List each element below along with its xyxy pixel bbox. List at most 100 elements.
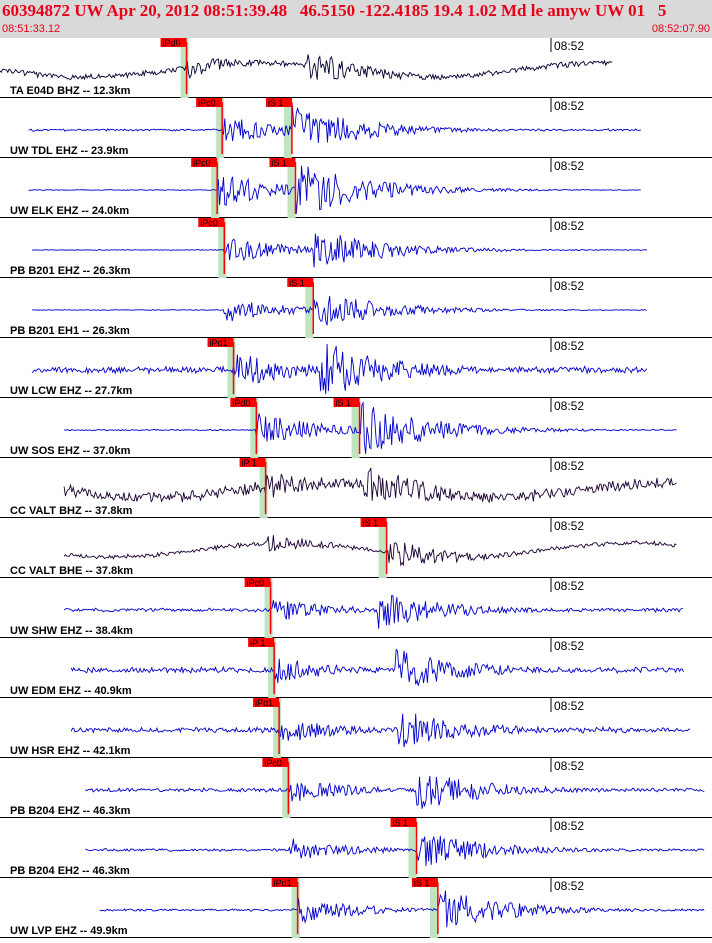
station-label: UW TDL EHZ -- 23.9km bbox=[10, 145, 129, 157]
p-pick-flag[interactable] bbox=[198, 218, 225, 227]
s-pick-label: iS 1 bbox=[393, 818, 409, 828]
s-pick-flag[interactable] bbox=[360, 518, 387, 527]
minute-tick-label: 08:52 bbox=[554, 639, 584, 653]
p-pick-flag[interactable] bbox=[244, 578, 271, 587]
minute-tick-label: 08:52 bbox=[554, 159, 584, 173]
p-pick-label: iPd1 bbox=[274, 878, 292, 888]
p-window-band bbox=[211, 158, 220, 218]
p-window-band bbox=[273, 698, 282, 758]
event-header: 60394872 UW Apr 20, 2012 08:51:39.48 46.… bbox=[0, 0, 712, 38]
station-label: UW LVP EHZ -- 49.9km bbox=[10, 925, 128, 937]
p-pick-flag[interactable] bbox=[239, 458, 266, 467]
p-pick-flag[interactable] bbox=[230, 398, 257, 407]
p-pick-label: iPc0 bbox=[200, 218, 218, 228]
minute-tick-label: 08:52 bbox=[554, 459, 584, 473]
s-window-band bbox=[305, 278, 314, 338]
station-label: UW SHW EHZ -- 38.4km bbox=[10, 625, 133, 637]
waveform-trace bbox=[85, 835, 705, 866]
p-window-band bbox=[216, 98, 225, 158]
waveform-trace bbox=[28, 105, 641, 143]
s-pick-flag[interactable] bbox=[333, 398, 360, 407]
s-pick-label: iS 1 bbox=[414, 878, 430, 888]
p-window-band bbox=[264, 578, 273, 638]
s-pick-flag[interactable] bbox=[390, 818, 417, 827]
station-label: UW LCW EHZ -- 27.7km bbox=[10, 385, 132, 397]
p-pick-label: iPc0 bbox=[198, 98, 216, 108]
minute-tick-label: 08:52 bbox=[554, 699, 584, 713]
p-window-band bbox=[227, 338, 236, 398]
seismogram-traces: iPd0 08:52 TA E04D BHZ -- 12.3km iPc0 iS 1 08… bbox=[0, 38, 712, 938]
station-label: UW HSR EHZ -- 42.1km bbox=[10, 745, 131, 757]
minute-tick-label: 08:52 bbox=[554, 879, 584, 893]
station-label: UW SOS EHZ -- 37.0km bbox=[10, 445, 131, 457]
p-pick-flag[interactable] bbox=[191, 158, 218, 167]
p-pick-flag[interactable] bbox=[262, 758, 289, 767]
waveform-trace bbox=[31, 343, 648, 395]
waveform-trace bbox=[85, 775, 705, 809]
station-label: PB B204 EH2 -- 46.3km bbox=[10, 865, 130, 877]
s-pick-label: iS 1 bbox=[336, 398, 352, 408]
s-window-band bbox=[429, 878, 438, 938]
waveform-trace bbox=[28, 165, 641, 215]
s-pick-flag[interactable] bbox=[265, 98, 292, 107]
p-pick-label: iPd0 bbox=[232, 398, 250, 408]
p-window-band bbox=[291, 878, 300, 938]
waveform-trace bbox=[31, 233, 648, 268]
s-pick-label: iS 1 bbox=[363, 518, 379, 528]
window-end-time: 08:52:07.90 bbox=[651, 23, 710, 35]
window-start-time: 08:51:33.12 bbox=[2, 23, 61, 35]
waveform-trace bbox=[63, 467, 677, 504]
minute-tick-label: 08:52 bbox=[554, 819, 584, 833]
minute-tick-label: 08:52 bbox=[554, 279, 584, 293]
station-label: TA E04D BHZ -- 12.3km bbox=[10, 85, 131, 97]
station-label: UW EDM EHZ -- 40.9km bbox=[10, 685, 132, 697]
station-label: UW ELK EHZ -- 24.0km bbox=[10, 205, 129, 217]
station-label: PB B201 EH1 -- 26.3km bbox=[10, 325, 130, 337]
waveform-trace bbox=[70, 648, 684, 686]
minute-tick-label: 08:52 bbox=[554, 579, 584, 593]
s-pick-label: iS 1 bbox=[268, 98, 284, 108]
p-pick-label: iPc0 bbox=[193, 158, 211, 168]
waveform-trace bbox=[32, 296, 648, 326]
p-pick-flag[interactable] bbox=[253, 698, 280, 707]
p-pick-label: iP 1 bbox=[242, 458, 257, 468]
s-window-band bbox=[378, 518, 387, 578]
p-window-band bbox=[282, 758, 291, 818]
p-pick-flag[interactable] bbox=[271, 878, 298, 887]
station-label: PB B201 EHZ -- 26.3km bbox=[10, 265, 131, 277]
s-window-band bbox=[283, 98, 292, 158]
s-pick-flag[interactable] bbox=[269, 158, 296, 167]
event-title: 60394872 UW Apr 20, 2012 08:51:39.48 46.… bbox=[2, 1, 667, 20]
p-window-band bbox=[268, 638, 277, 698]
s-pick-flag[interactable] bbox=[287, 278, 314, 287]
p-window-band bbox=[180, 38, 189, 98]
p-window-band bbox=[218, 218, 227, 278]
minute-tick-label: 08:52 bbox=[554, 99, 584, 113]
p-pick-label: iPd1 bbox=[210, 338, 228, 348]
minute-tick-label: 08:52 bbox=[554, 399, 584, 413]
p-pick-label: iPc0 bbox=[247, 578, 265, 588]
minute-tick-label: 08:52 bbox=[554, 759, 584, 773]
p-pick-label: iP 1 bbox=[250, 638, 265, 648]
s-pick-label: iS 1 bbox=[271, 158, 287, 168]
p-window-band bbox=[250, 398, 259, 458]
s-window-band bbox=[408, 818, 417, 878]
station-label: CC VALT BHE -- 37.8km bbox=[10, 565, 133, 577]
waveform-trace bbox=[63, 595, 684, 629]
p-pick-flag[interactable] bbox=[248, 638, 275, 647]
waveform-trace bbox=[63, 535, 677, 567]
p-pick-label: iPd1 bbox=[255, 698, 273, 708]
waveform-trace bbox=[0, 54, 613, 81]
station-label: PB B204 EHZ -- 46.3km bbox=[10, 805, 131, 817]
p-pick-label: iPd0 bbox=[163, 38, 181, 48]
waveform-trace bbox=[99, 890, 705, 928]
s-pick-flag[interactable] bbox=[411, 878, 438, 887]
s-pick-label: iS 1 bbox=[289, 278, 305, 288]
s-window-band bbox=[287, 158, 296, 218]
p-pick-label: iPc0 bbox=[264, 758, 282, 768]
minute-tick-label: 08:52 bbox=[554, 39, 584, 53]
waveform-trace bbox=[64, 401, 677, 454]
p-pick-flag[interactable] bbox=[207, 338, 234, 347]
p-pick-flag[interactable] bbox=[160, 38, 187, 47]
p-pick-flag[interactable] bbox=[196, 98, 223, 107]
